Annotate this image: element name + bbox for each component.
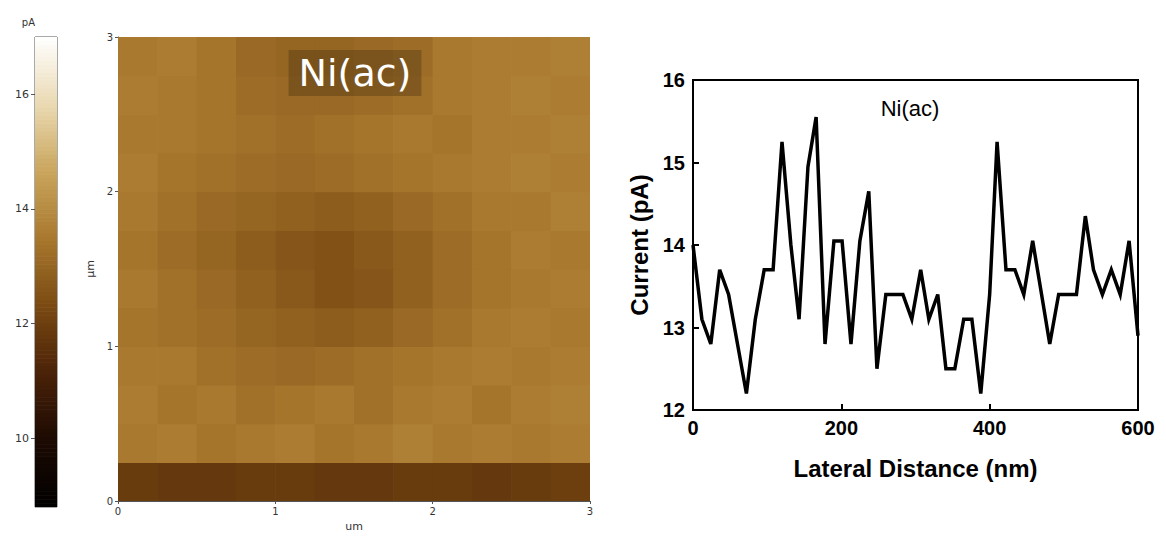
svg-text:200: 200 — [825, 417, 858, 439]
svg-text:3: 3 — [107, 32, 113, 43]
svg-text:12: 12 — [15, 317, 29, 330]
svg-text:0: 0 — [107, 496, 113, 507]
svg-text:1: 1 — [272, 506, 278, 517]
svg-text:16: 16 — [663, 69, 685, 91]
svg-text:um: um — [345, 520, 363, 533]
svg-text:1: 1 — [107, 341, 113, 352]
svg-text:10: 10 — [15, 432, 29, 445]
svg-text:15: 15 — [663, 152, 685, 174]
svg-text:2: 2 — [429, 506, 435, 517]
svg-text:Lateral Distance (nm): Lateral Distance (nm) — [793, 455, 1037, 482]
svg-text:13: 13 — [663, 317, 685, 339]
svg-text:Ni(ac): Ni(ac) — [881, 96, 940, 121]
svg-text:Ni(ac): Ni(ac) — [299, 51, 412, 95]
svg-text:0: 0 — [687, 417, 698, 439]
svg-text:µm: µm — [84, 260, 97, 278]
svg-text:16: 16 — [15, 88, 29, 101]
svg-text:2: 2 — [107, 186, 113, 197]
svg-text:400: 400 — [973, 417, 1006, 439]
svg-text:12: 12 — [663, 399, 685, 421]
svg-text:600: 600 — [1121, 417, 1154, 439]
svg-text:0: 0 — [115, 506, 121, 517]
svg-text:14: 14 — [15, 202, 29, 215]
svg-text:Current (pA): Current (pA) — [626, 174, 653, 315]
svg-text:3: 3 — [587, 506, 593, 517]
svg-text:pA: pA — [22, 17, 35, 28]
svg-text:14: 14 — [663, 234, 686, 256]
